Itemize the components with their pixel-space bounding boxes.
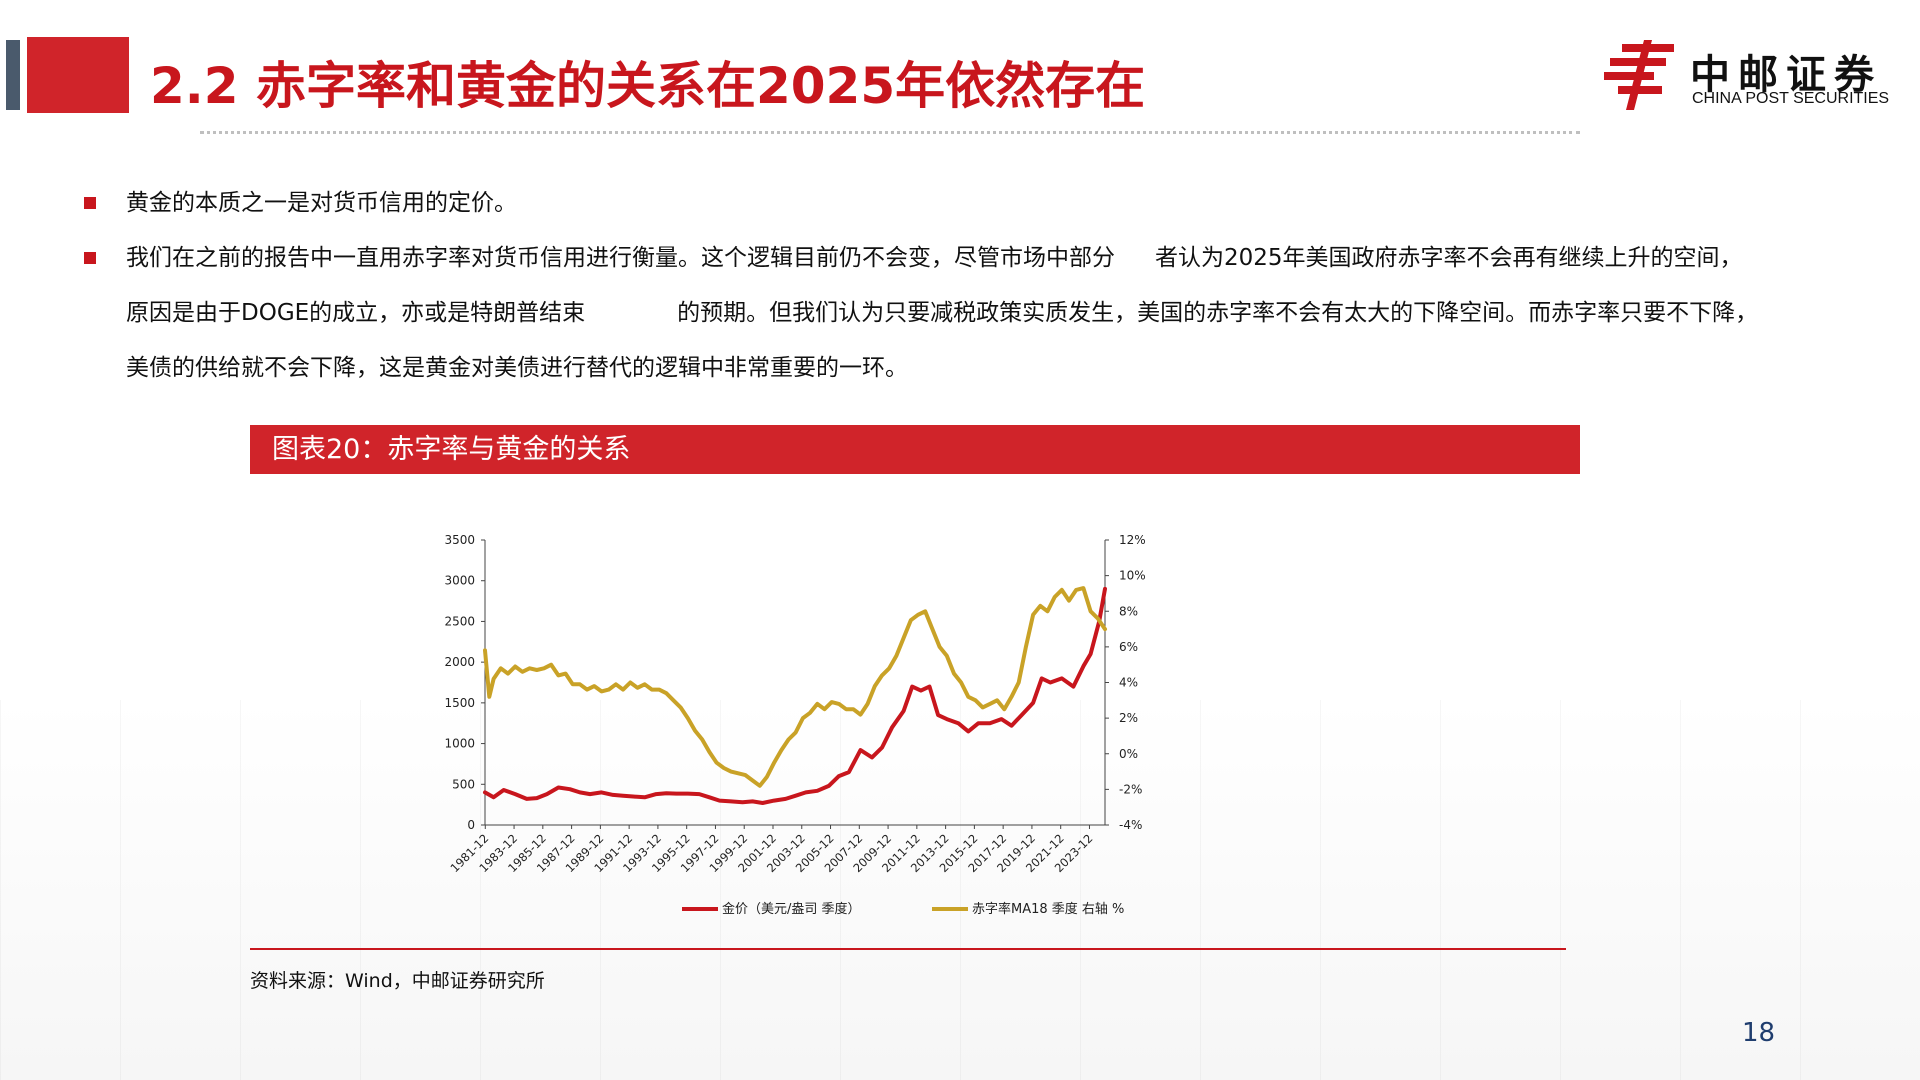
header-divider (200, 131, 1580, 134)
bullet-text: 的预期。但我们认为只要减税政策实质发生，美国的赤字率不会有太大的下降空间。而赤字… (677, 300, 1759, 326)
left-tick-label: 0 (467, 818, 475, 832)
logo-chinese-text: 中邮证券 (1690, 52, 1882, 98)
right-tick-label: 2% (1119, 711, 1138, 725)
right-tick-label: -2% (1119, 782, 1142, 796)
left-tick-label: 1000 (444, 737, 475, 751)
bullet-item: 我们在之前的报告中一直用赤字率对货币信用进行衡量。这个逻辑目前仍不会变，尽管市场… (80, 231, 1840, 396)
right-tick-label: 10% (1119, 569, 1146, 583)
bullet-line-1: 我们在之前的报告中一直用赤字率对货币信用进行衡量。这个逻辑目前仍不会变，尽管市场… (126, 231, 1840, 286)
right-tick-label: 0% (1119, 747, 1138, 761)
header-accent-grey (6, 40, 20, 110)
right-tick-label: 12% (1119, 533, 1146, 547)
left-tick-label: 1500 (444, 696, 475, 710)
legend-gold-price-label: 金价（美元/盎司 季度） (722, 901, 861, 917)
right-tick-label: 6% (1119, 640, 1138, 654)
page-title: 2.2 赤字率和黄金的关系在2025年依然存在 (150, 57, 1146, 115)
left-tick-label: 3000 (444, 574, 475, 588)
bullet-line-3: 美债的供给就不会下降，这是黄金对美债进行替代的逻辑中非常重要的一环。 (126, 341, 1840, 396)
bullet-line-2: 原因是由于DOGE的成立，亦或是特朗普结束 的预期。但我们认为只要减税政策实质发生… (126, 286, 1840, 341)
page-number: 18 (1742, 1018, 1776, 1048)
source-divider (250, 948, 1566, 950)
left-tick-label: 2000 (444, 655, 475, 669)
gold-price-series-line (483, 586, 1107, 805)
left-tick-label: 500 (452, 777, 475, 791)
legend-deficit-rate-label: 赤字率MA18 季度 右轴 % (972, 901, 1124, 917)
left-tick-label: 2500 (444, 614, 475, 628)
bullet-text: 我们在之前的报告中一直用赤字率对货币信用进行衡量。这个逻辑目前仍不会变，尽管市场… (126, 245, 1115, 271)
source-note: 资料来源：Wind，中邮证券研究所 (250, 970, 545, 992)
bullet-text: 美债的供给就不会下降，这是黄金对美债进行替代的逻辑中非常重要的一环。 (126, 355, 908, 381)
bullet-text: 原因是由于DOGE的成立，亦或是特朗普结束 (126, 300, 586, 326)
logo-english-text: CHINA POST SECURITIES (1692, 90, 1890, 107)
bullet-square-icon (84, 197, 96, 209)
left-tick-label: 3500 (444, 533, 475, 547)
bullet-text: 者认为2025年美国政府赤字率不会再有继续上升的空间， (1155, 245, 1743, 271)
right-tick-label: 8% (1119, 604, 1138, 618)
header-accent-red (27, 37, 129, 113)
right-tick-label: 4% (1119, 676, 1138, 690)
bullet-item: 黄金的本质之一是对货币信用的定价。 (80, 176, 1840, 231)
bullet-list: 黄金的本质之一是对货币信用的定价。 我们在之前的报告中一直用赤字率对货币信用进行… (80, 176, 1840, 396)
china-post-logo-icon (1604, 40, 1674, 110)
company-logo: 中邮证券 CHINA POST SECURITIES (1604, 40, 1904, 110)
bullet-square-icon (84, 252, 96, 264)
bullet-text: 黄金的本质之一是对货币信用的定价。 (126, 190, 517, 216)
figure-title-banner: 图表20：赤字率与黄金的关系 (250, 425, 1580, 474)
gold-deficit-chart: 0 500 1000 1500 2000 2500 3000 3500 -4% -2% 0% 2% 4%… (444, 533, 1146, 917)
deficit-rate-series-line (483, 586, 1107, 788)
right-tick-label: -4% (1119, 818, 1142, 832)
